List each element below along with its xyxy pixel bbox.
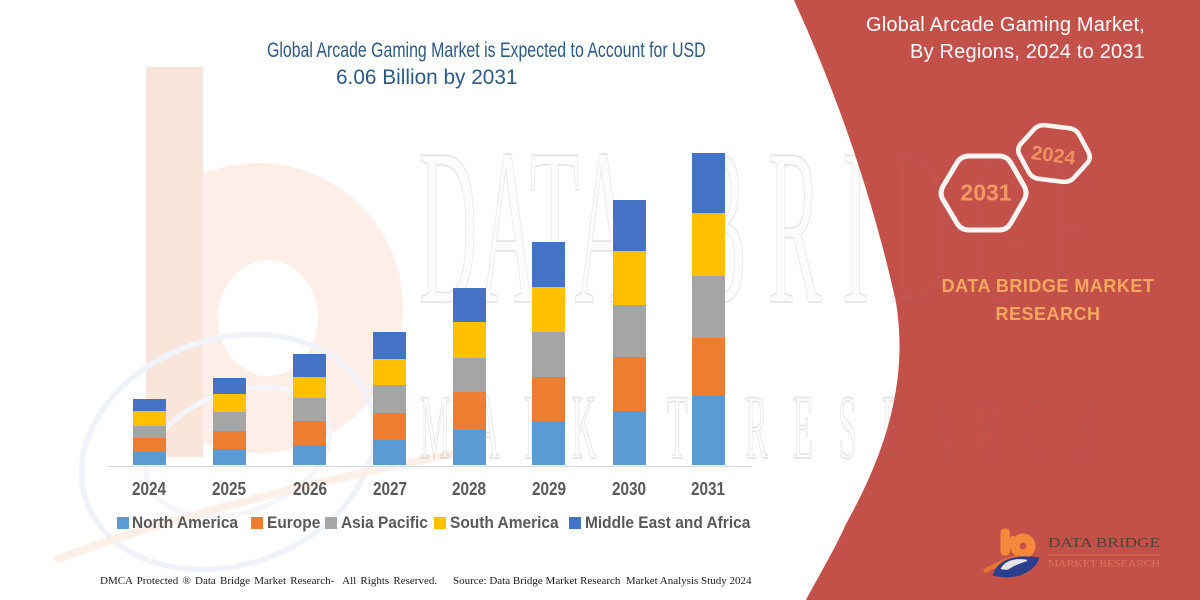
svg-text:MARKET RESEARCH: MARKET RESEARCH: [1048, 559, 1161, 569]
svg-text:DATA: DATA: [419, 104, 635, 351]
svg-text:2031: 2031: [960, 180, 1011, 206]
svg-text:DATA BRIDGE: DATA BRIDGE: [1048, 536, 1160, 551]
